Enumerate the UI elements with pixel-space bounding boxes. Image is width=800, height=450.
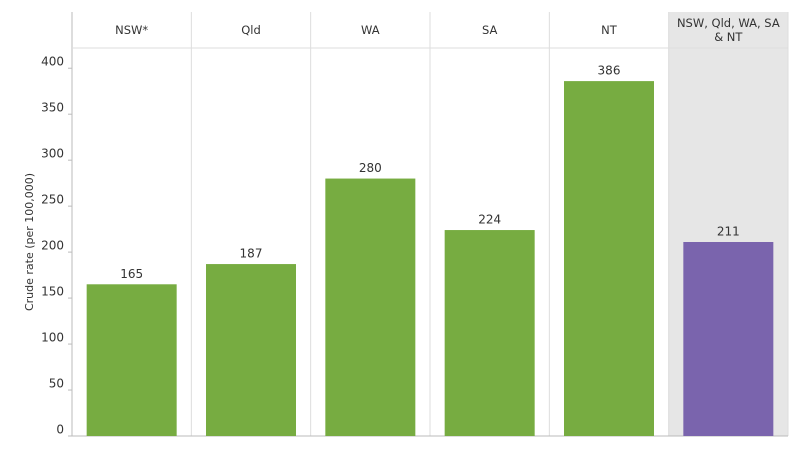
- bar: [86, 284, 177, 436]
- category-header-box: NT: [601, 23, 617, 37]
- y-tick-label: 0: [56, 423, 64, 437]
- category-header-box: WA: [361, 23, 380, 37]
- bar: [206, 264, 296, 436]
- value-label: 224: [478, 213, 501, 227]
- bar: [325, 178, 416, 436]
- y-tick-label: 150: [41, 285, 64, 299]
- category-header-box: Qld: [241, 23, 261, 37]
- category-label: Qld: [241, 23, 261, 37]
- y-tick-label: 200: [41, 239, 64, 253]
- category-header-box: SA: [481, 23, 498, 37]
- value-label: 165: [120, 267, 143, 281]
- y-tick-label: 250: [41, 193, 64, 207]
- value-label: 211: [717, 225, 740, 239]
- category-header-box: NSW, Qld, WA, SA & NT: [676, 16, 780, 44]
- category-label: SA: [481, 23, 498, 37]
- value-label: 280: [359, 161, 382, 175]
- y-tick-label: 350: [41, 101, 64, 115]
- category-label: NSW*: [115, 23, 149, 37]
- category-label: WA: [361, 23, 380, 37]
- bar: [444, 230, 535, 436]
- category-label: NT: [601, 23, 617, 37]
- y-tick-label: 400: [41, 55, 64, 69]
- value-label: 187: [240, 247, 263, 261]
- category-header-box: NSW*: [115, 23, 149, 37]
- y-axis-title: Crude rate (per 100,000): [23, 173, 36, 311]
- value-label: 386: [598, 64, 621, 78]
- bar: [683, 242, 774, 436]
- category-label: NSW, Qld, WA, SA & NT: [676, 16, 780, 44]
- y-tick-label: 100: [41, 331, 64, 345]
- bar: [564, 81, 654, 437]
- y-tick-label: 50: [49, 377, 64, 391]
- y-tick-label: 300: [41, 147, 64, 161]
